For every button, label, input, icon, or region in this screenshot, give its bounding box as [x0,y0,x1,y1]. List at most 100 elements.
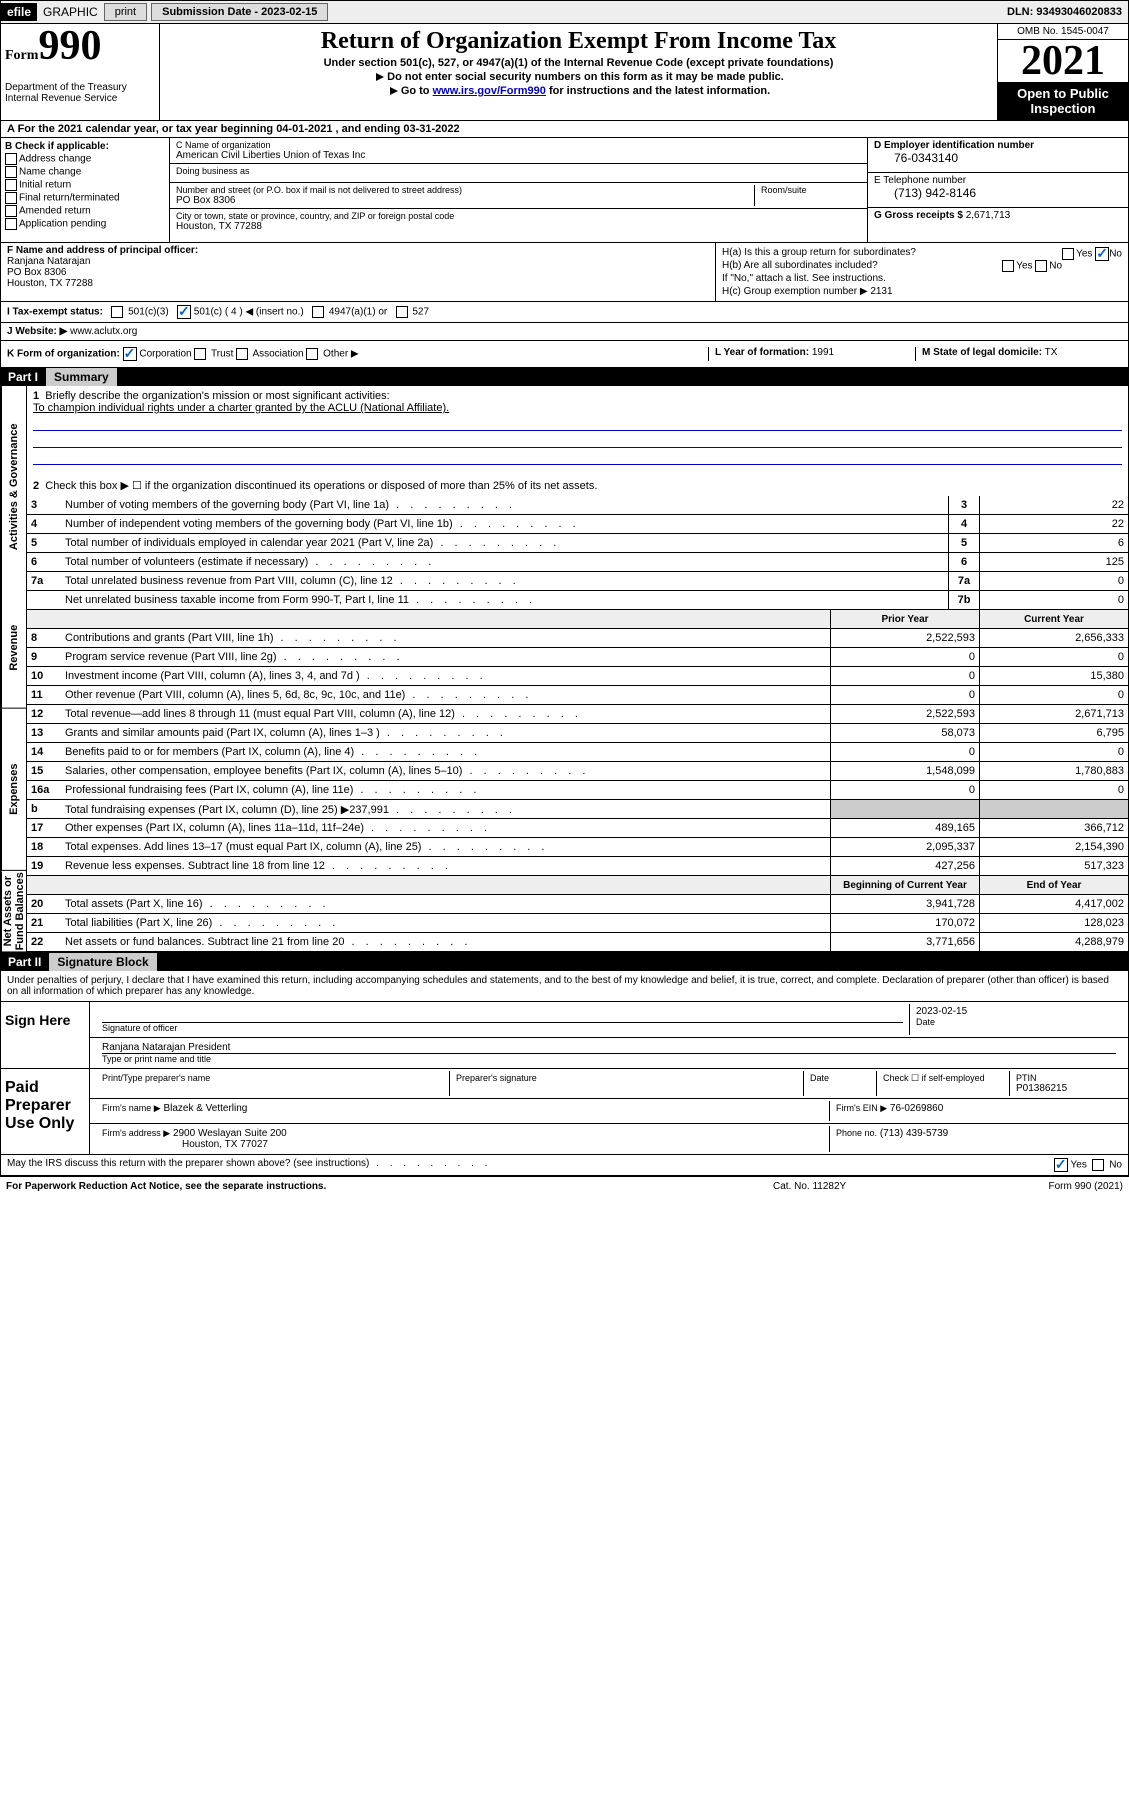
l-value: 1991 [812,347,834,358]
prep-date-label: Date [803,1071,876,1096]
table-row: 21Total liabilities (Part X, line 26)170… [27,914,1128,933]
arrow-icon [376,73,384,81]
part2-num: Part II [0,953,49,971]
prep-name-label: Print/Type preparer's name [96,1071,449,1096]
form-footer: Form 990 (2021) [973,1181,1123,1192]
f-label: F Name and address of principal officer: [7,245,709,256]
ein-value: 76-0343140 [874,151,1122,165]
subtitle-3-pre: Go to [401,85,433,97]
gross-label: G Gross receipts $ [874,210,963,221]
end-year-hdr: End of Year [979,876,1128,894]
phone-label: Phone no. [836,1128,877,1138]
website-value: www.aclutx.org [70,326,137,337]
table-row: 8Contributions and grants (Part VIII, li… [27,629,1128,648]
section-a-tax-year: A For the 2021 calendar year, or tax yea… [0,121,1129,138]
hb-no[interactable] [1035,260,1047,272]
checkbox-address-change[interactable] [5,153,17,165]
irs-label: Internal Revenue Service [5,93,155,104]
sign-here-label: Sign Here [1,1002,90,1068]
subtitle-2: Do not enter social security numbers on … [387,71,784,83]
table-row: 16aProfessional fundraising fees (Part I… [27,781,1128,800]
org-name: American Civil Liberties Union of Texas … [176,150,861,161]
i-label: I Tax-exempt status: [7,307,103,318]
ha-yes[interactable] [1062,248,1074,260]
gross-value: 2,671,713 [966,210,1011,221]
dept-treasury: Department of the Treasury [5,82,155,93]
checkbox-name-change[interactable] [5,166,17,178]
checkbox-final-return[interactable] [5,192,17,204]
k-trust[interactable] [194,348,206,360]
tel-value: (713) 942-8146 [874,186,1122,200]
firm-ein-label: Firm's EIN ▶ [836,1103,887,1113]
checkbox-amended[interactable] [5,205,17,217]
i-527[interactable] [396,306,408,318]
room-label: Room/suite [755,185,861,206]
table-row: 13Grants and similar amounts paid (Part … [27,724,1128,743]
part2-header: Part II Signature Block [0,953,1129,971]
current-year-hdr: Current Year [979,610,1128,628]
col-b-header: B Check if applicable: [5,141,165,152]
discuss-no[interactable] [1092,1159,1104,1171]
check-self-employed: Check ☐ if self-employed [876,1071,1009,1096]
checkbox-initial-return[interactable] [5,179,17,191]
discuss-yes[interactable] [1054,1158,1068,1172]
i-4947[interactable] [312,306,324,318]
tel-label: E Telephone number [874,175,1122,186]
j-label: J Website: ▶ [7,326,67,337]
firm-name: Blazek & Vetterling [163,1103,247,1114]
header-prior-current: Prior Year Current Year [27,610,1128,629]
table-row: 20Total assets (Part X, line 16)3,941,72… [27,895,1128,914]
k-corp[interactable] [123,347,137,361]
table-row: 19Revenue less expenses. Subtract line 1… [27,857,1128,876]
firm-addr: 2900 Weslayan Suite 200 [173,1128,287,1139]
table-row: 4Number of independent voting members of… [27,515,1128,534]
firm-addr-label: Firm's address ▶ [102,1128,170,1138]
table-row: 22Net assets or fund balances. Subtract … [27,933,1128,952]
k-assoc[interactable] [236,348,248,360]
hc-label: H(c) Group exemption number ▶ [722,286,868,297]
graphic-label: GRAPHIC [37,5,104,19]
principal-officer-box: F Name and address of principal officer:… [1,243,716,301]
table-row: 3Number of voting members of the governi… [27,496,1128,515]
firm-name-label: Firm's name ▶ [102,1103,161,1113]
table-row: 14Benefits paid to or for members (Part … [27,743,1128,762]
city-value: Houston, TX 77288 [176,221,861,232]
ptin-value: P01386215 [1016,1083,1116,1094]
h-box: H(a) Is this a group return for subordin… [716,243,1128,301]
subtitle-1: Under section 501(c), 527, or 4947(a)(1)… [164,57,993,69]
officer-name-title: Ranjana Natarajan President [102,1042,1116,1054]
q2-label: Check this box ▶ ☐ if the organization d… [45,480,597,492]
year-box: OMB No. 1545-0047 2021 Open to Public In… [997,24,1128,120]
i-501c3[interactable] [111,306,123,318]
ha-no[interactable] [1095,247,1109,261]
date-label: Date [916,1017,1116,1027]
tax-year: 2021 [998,40,1128,82]
column-b-checkboxes: B Check if applicable: Address change Na… [1,138,170,242]
part1-num: Part I [0,368,46,386]
m-label: M State of legal domicile: [922,347,1042,358]
row-f-h: F Name and address of principal officer:… [0,243,1129,302]
hb-yes[interactable] [1002,260,1014,272]
firm-ein: 76-0269860 [890,1103,943,1114]
table-row: Net unrelated business taxable income fr… [27,591,1128,610]
ein-label: D Employer identification number [874,140,1122,151]
table-row: 9Program service revenue (Part VIII, lin… [27,648,1128,667]
sign-here-block: Sign Here Signature of officer 2023-02-1… [0,1002,1129,1069]
i-501c[interactable] [177,305,191,319]
row-j-website: J Website: ▶ www.aclutx.org [0,323,1129,341]
name-title-label: Type or print name and title [102,1054,1116,1064]
irs-link[interactable]: www.irs.gov/Form990 [433,85,546,97]
begin-year-hdr: Beginning of Current Year [830,876,979,894]
table-row: 15Salaries, other compensation, employee… [27,762,1128,781]
column-c-org-info: C Name of organization American Civil Li… [170,138,867,242]
vert-activities: Activities & Governance [1,386,26,587]
print-button[interactable]: print [104,3,147,21]
table-row: 10Investment income (Part VIII, column (… [27,667,1128,686]
paid-preparer-label: Paid Preparer Use Only [1,1069,90,1154]
officer-city: Houston, TX 77288 [7,278,709,289]
sig-date: 2023-02-15 [916,1006,1116,1017]
table-row: 6Total number of volunteers (estimate if… [27,553,1128,572]
checkbox-pending[interactable] [5,218,17,230]
prior-year-hdr: Prior Year [830,610,979,628]
k-other[interactable] [306,348,318,360]
